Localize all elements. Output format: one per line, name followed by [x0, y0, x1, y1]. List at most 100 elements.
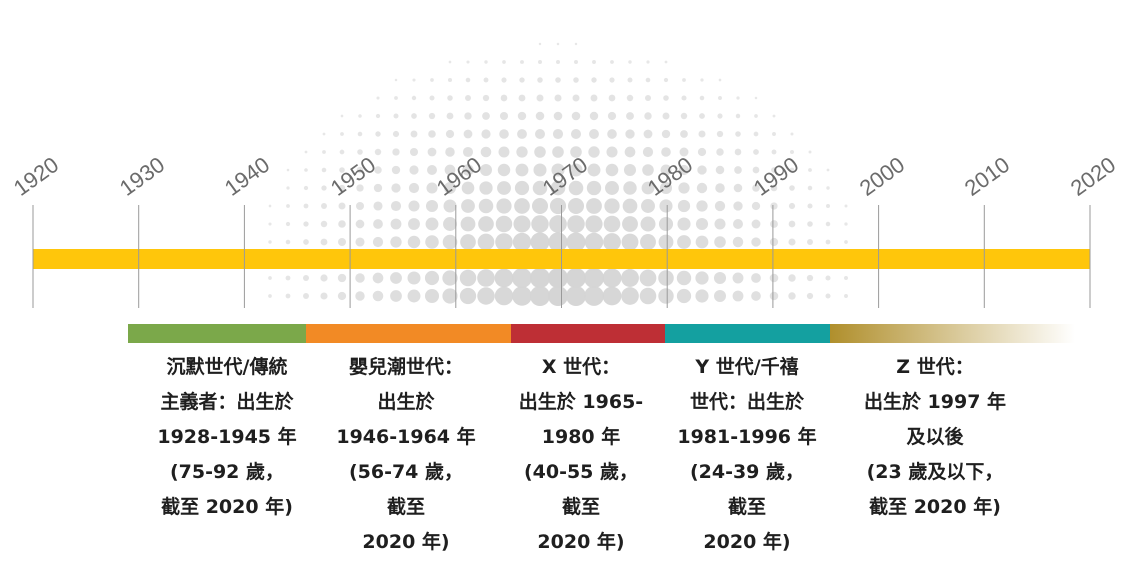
- dot: [538, 42, 542, 46]
- dot: [484, 60, 488, 64]
- dot: [663, 77, 669, 83]
- dot: [412, 78, 416, 82]
- dot: [658, 216, 674, 232]
- dot: [320, 220, 328, 228]
- dot: [499, 111, 509, 121]
- dot: [566, 286, 586, 306]
- dot: [770, 184, 778, 192]
- dot: [736, 96, 740, 100]
- dot: [358, 114, 362, 118]
- dot: [734, 166, 742, 174]
- dot: [733, 183, 743, 193]
- dot: [321, 203, 327, 209]
- dot: [428, 130, 436, 138]
- dot: [628, 60, 632, 64]
- dot: [285, 293, 291, 299]
- dot: [678, 164, 690, 176]
- dot: [480, 146, 492, 158]
- dot: [643, 129, 653, 139]
- dot: [623, 181, 637, 195]
- dot: [407, 271, 421, 285]
- dot: [494, 268, 514, 288]
- dot: [286, 186, 290, 190]
- dot: [442, 270, 458, 286]
- dot: [718, 78, 722, 82]
- dot: [680, 130, 688, 138]
- dot: [714, 200, 726, 212]
- dot: [512, 268, 532, 288]
- dot: [682, 78, 686, 82]
- dot: [751, 273, 761, 283]
- dot: [408, 182, 420, 194]
- dot: [496, 198, 512, 214]
- dot: [586, 198, 602, 214]
- dot: [530, 286, 550, 306]
- dot: [697, 147, 707, 157]
- dot: [548, 232, 568, 252]
- dot: [679, 147, 689, 157]
- dot: [548, 286, 568, 306]
- generation-line: 出生於 1997 年: [863, 391, 1007, 413]
- dot: [606, 146, 618, 158]
- dot: [769, 237, 779, 247]
- dot: [732, 236, 744, 248]
- dot: [639, 287, 657, 305]
- dot: [494, 286, 514, 306]
- dot: [408, 218, 420, 230]
- dot: [714, 236, 726, 248]
- dot: [660, 164, 672, 176]
- dot: [555, 77, 561, 83]
- generation-line: 截至 2020 年): [161, 496, 293, 518]
- dot: [825, 293, 831, 299]
- dot: [340, 132, 344, 136]
- dot: [716, 148, 724, 156]
- dot: [393, 113, 399, 119]
- dot: [411, 95, 417, 101]
- dot: [321, 167, 327, 173]
- dot: [661, 129, 671, 139]
- dot: [752, 166, 760, 174]
- generation-band-gen-y: [665, 324, 830, 343]
- generation-band-silent: [128, 324, 306, 343]
- dot: [554, 94, 562, 102]
- dot: [790, 150, 794, 154]
- generation-line: Z 世代：: [896, 356, 974, 378]
- dot: [285, 275, 291, 281]
- dot: [735, 131, 741, 137]
- dot: [676, 270, 692, 286]
- dot: [497, 181, 511, 195]
- dot: [448, 60, 452, 64]
- dot: [844, 240, 848, 244]
- generation-text-gen-x: X 世代： 出生於 1965- 1980 年 (40-55 歲， 截至 2020 年): [491, 350, 671, 560]
- dot: [426, 182, 438, 194]
- dot: [770, 220, 778, 228]
- dot: [394, 78, 398, 82]
- dot: [589, 129, 599, 139]
- generation-text-gen-y: Y 世代/千禧 世代：出生於 1981-1996 年 (24-39 歲， 截至 2020 …: [657, 350, 837, 560]
- dot: [512, 286, 532, 306]
- dot: [303, 221, 309, 227]
- dot: [534, 128, 546, 140]
- dot: [732, 290, 744, 302]
- dot: [585, 215, 603, 233]
- dot: [602, 286, 622, 306]
- dot: [480, 164, 492, 176]
- dot: [699, 95, 705, 101]
- dot: [677, 217, 691, 231]
- dot: [751, 237, 761, 247]
- dot: [646, 60, 650, 64]
- dot: [463, 129, 473, 139]
- dot: [844, 222, 848, 226]
- dot: [771, 167, 777, 173]
- dot: [733, 219, 743, 229]
- dot: [770, 202, 778, 210]
- dot: [357, 149, 363, 155]
- dot: [550, 180, 566, 196]
- dot: [425, 199, 439, 213]
- dot: [427, 147, 437, 157]
- dot: [715, 183, 725, 193]
- dot: [574, 42, 578, 46]
- dot: [356, 166, 364, 174]
- dot: [566, 232, 586, 252]
- dot: [552, 128, 564, 140]
